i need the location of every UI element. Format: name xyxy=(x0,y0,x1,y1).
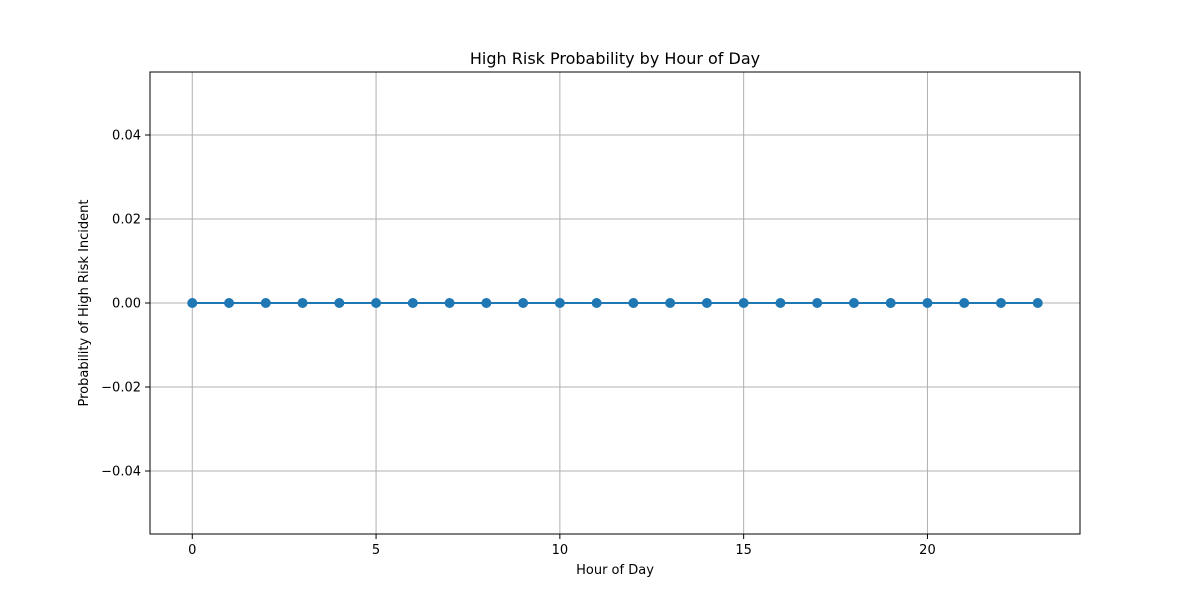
data-point xyxy=(297,298,308,308)
series-layer xyxy=(187,298,1043,308)
y-tick-label: −0.02 xyxy=(101,381,141,396)
data-point xyxy=(444,298,455,308)
data-point xyxy=(922,298,933,308)
x-tick-label: 10 xyxy=(552,543,569,558)
y-axis-label: Probability of High Risk Incident xyxy=(77,199,92,406)
data-point xyxy=(481,298,492,308)
data-point xyxy=(260,298,271,308)
data-point xyxy=(628,298,639,308)
data-point xyxy=(701,298,712,308)
data-point xyxy=(885,298,896,308)
y-tick-label: 0.02 xyxy=(112,213,141,228)
data-point xyxy=(187,298,198,308)
data-point xyxy=(812,298,823,308)
x-tick-label: 15 xyxy=(735,543,752,558)
data-point xyxy=(959,298,970,308)
data-point xyxy=(665,298,676,308)
x-axis-label: Hour of Day xyxy=(576,563,654,578)
y-tick-label: 0.00 xyxy=(112,297,141,312)
data-point xyxy=(224,298,235,308)
data-point xyxy=(407,298,418,308)
data-point xyxy=(518,298,529,308)
chart-title: High Risk Probability by Hour of Day xyxy=(470,49,760,68)
x-tick-label: 0 xyxy=(188,543,196,558)
data-point xyxy=(848,298,859,308)
data-point xyxy=(775,298,786,308)
data-point xyxy=(591,298,602,308)
data-point xyxy=(554,298,565,308)
y-tick-label: −0.04 xyxy=(101,465,141,480)
data-point xyxy=(738,298,749,308)
y-axis: −0.04 −0.02 0.00 0.02 0.04 xyxy=(101,129,150,480)
data-point xyxy=(371,298,382,308)
y-tick-label: 0.04 xyxy=(112,129,141,144)
x-tick-label: 5 xyxy=(372,543,380,558)
data-point xyxy=(995,298,1006,308)
data-point xyxy=(1032,298,1043,308)
data-point xyxy=(334,298,345,308)
x-tick-label: 20 xyxy=(919,543,936,558)
x-axis: 0 5 10 15 20 xyxy=(188,534,936,558)
